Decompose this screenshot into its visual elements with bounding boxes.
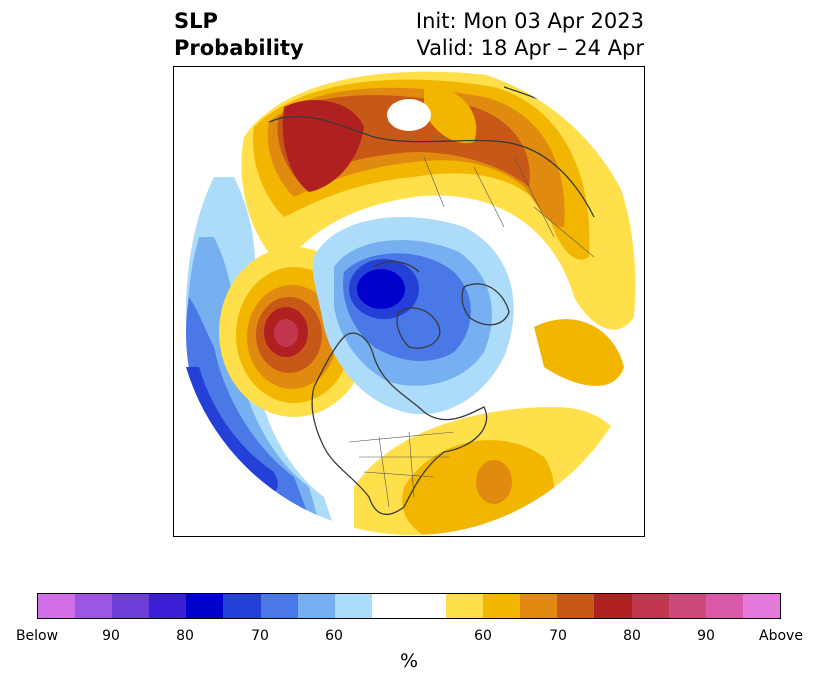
colorbar-tick-label: 60 [474,628,492,644]
colorbar-tick-label: 90 [697,628,715,644]
colorbar-segment [186,594,224,618]
polar-probability-map [173,66,645,537]
colorbar-segment [149,594,187,618]
chart-title: SLP Probability [174,8,304,62]
colorbar-segment [75,594,113,618]
colorbar-segment [223,594,261,618]
colorbar-tick-label: 80 [623,628,641,644]
colorbar-tick-label: 70 [251,628,269,644]
colorbar-segment [260,594,298,618]
colorbar-unit-label: % [399,650,419,672]
init-date: Init: Mon 03 Apr 2023 [415,9,644,33]
colorbar-segment [297,594,335,618]
colorbar-segment [631,594,669,618]
arctic-below-normal-region [312,217,514,415]
colorbar-segment [705,594,743,618]
title-line-type: Probability [174,36,304,60]
colorbar-segment [557,594,595,618]
political-boundaries [348,156,595,508]
colorbar-tick-label: 90 [102,628,120,644]
colorbar-tick-label: 60 [325,628,343,644]
chart-dates: Init: Mon 03 Apr 2023 Valid: 18 Apr – 24… [416,8,644,62]
colorbar-segment [112,594,150,618]
colorbar-segment [520,594,558,618]
colorbar-segment [742,594,780,618]
colorbar-segment [38,594,76,618]
map-svg [176,67,644,535]
colorbar-segment [334,594,372,618]
colorbar-tick-label: Above [759,628,803,644]
colorbar-tick-label: 80 [176,628,194,644]
colorbar-segment [668,594,706,618]
title-line-variable: SLP [174,9,218,33]
colorbar-segment [594,594,632,618]
eurasia-above-normal-region [241,71,636,330]
colorbar [37,593,781,619]
colorbar-segment [446,594,484,618]
colorbar-tick-label: Below [15,628,59,644]
colorbar-segment [371,594,447,618]
colorbar-segment [483,594,521,618]
valid-date-range: Valid: 18 Apr – 24 Apr [416,36,644,60]
colorbar-tick-label: 70 [549,628,567,644]
